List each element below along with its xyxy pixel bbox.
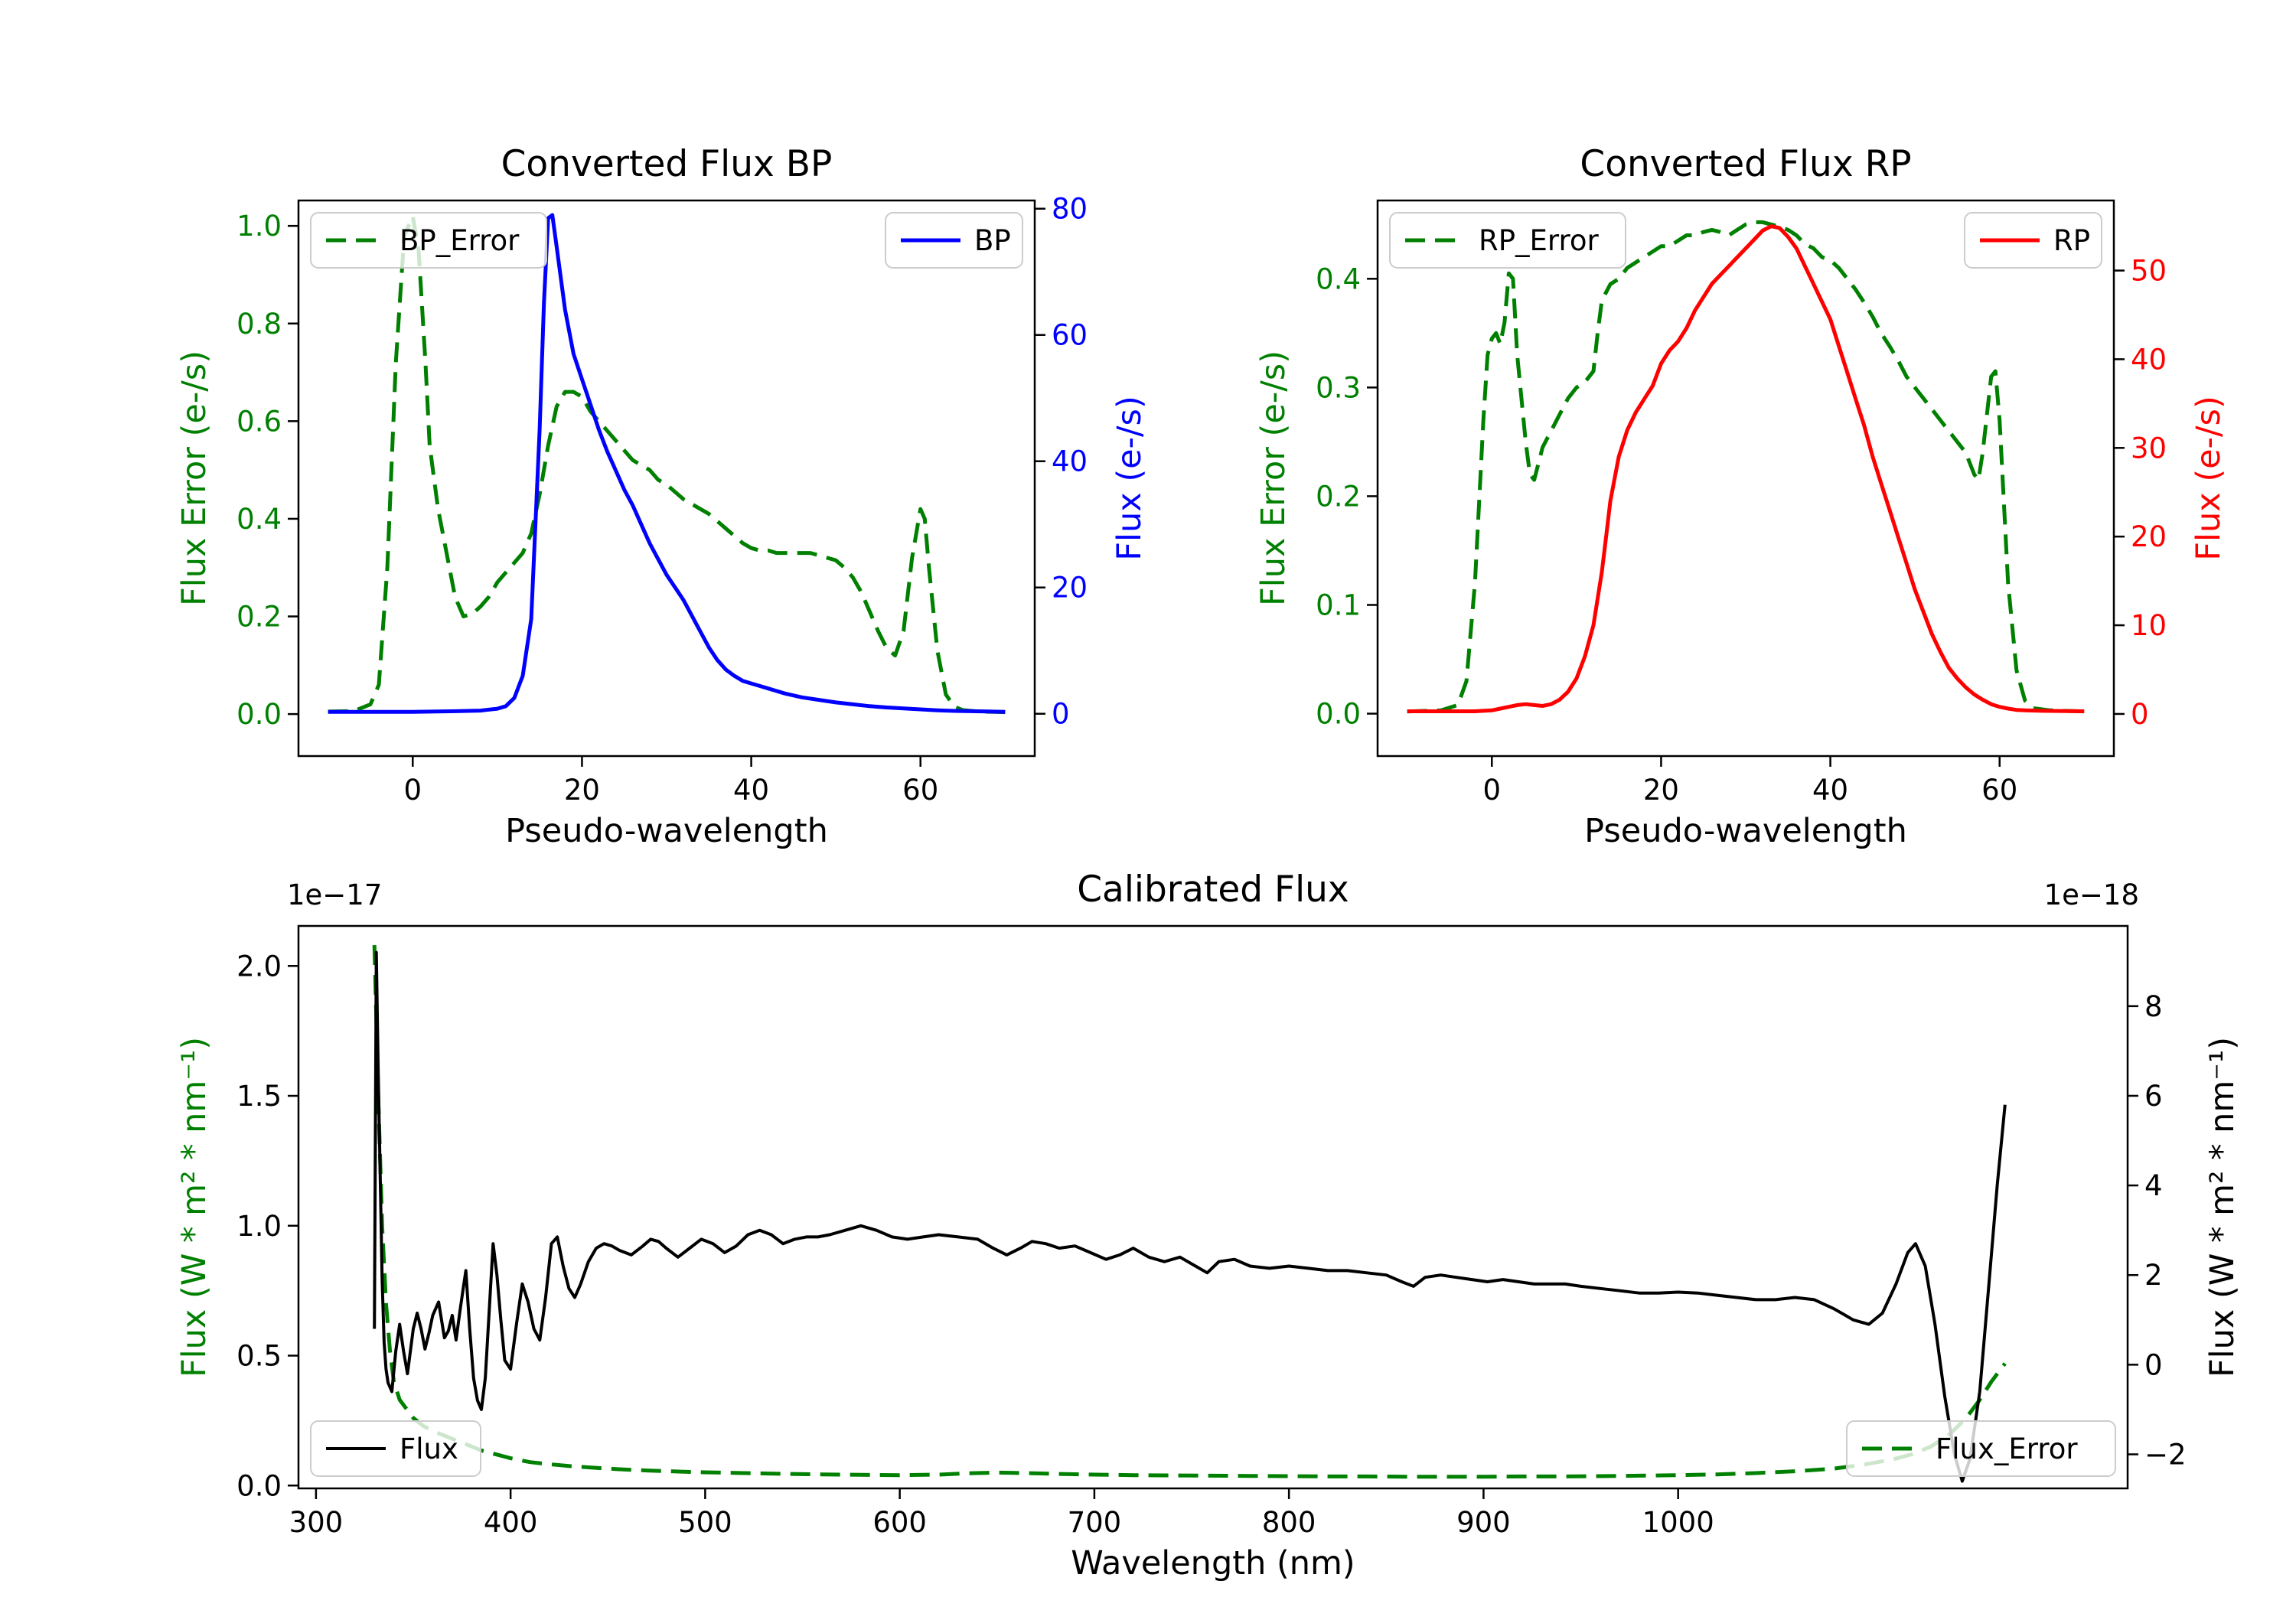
x-tick-label: 20 [564,774,600,807]
y-right-tick-label: 50 [2131,255,2167,288]
y-left-tick-label: 0.2 [1316,480,1361,513]
plot-area [328,213,1006,715]
chart-title: Converted Flux BP [501,143,833,185]
y-right-offset-text: 1e−18 [2044,878,2139,911]
legend-label: BP_Error [400,224,520,257]
x-tick-label: 40 [733,774,769,807]
y-left-tick-label: 1.5 [236,1080,282,1113]
y-left-tick-label: 0.6 [236,405,282,438]
legend-RP_Error: RP_Error [1389,212,1626,269]
y-right-tick-label: 20 [1052,572,1088,605]
y-left-tick-label: 1.0 [236,210,282,243]
axes-frame [297,199,1036,758]
y-right-tick-label: 60 [1052,319,1088,352]
axes-frame [1376,199,2115,758]
y-left-tick-label: 0.8 [236,308,282,341]
x-tick-label: 0 [404,774,422,807]
x-tick-label: 300 [289,1506,344,1539]
legend-BP: BP [885,212,1023,269]
y-right-tick-label: 10 [2131,609,2167,642]
x-tick-label: 500 [678,1506,732,1539]
y-axis-label-right: Flux (e-/s) [1110,396,1149,560]
x-tick-label: 60 [1981,774,2017,807]
y-left-offset-text: 1e−17 [287,878,382,911]
x-tick-label: 900 [1456,1506,1511,1539]
y-left-tick-label: 0.5 [236,1340,282,1373]
series-line-RP_Error [1407,220,2085,714]
y-left-tick-label: 0.4 [1316,262,1361,295]
legend-box [1846,1420,2116,1477]
chart-rp: 0 20 40 60 0.0 0.1 0.2 0.3 0.4 0 10 20 30 40 50 Pseudo-… [1254,143,2228,850]
y-axis-label-left: Flux Error (e-/s) [1254,350,1293,606]
y-right-tick-label: 80 [1052,193,1088,226]
x-tick-label: 60 [902,774,938,807]
y-right-tick-label: 0 [1052,698,1070,731]
chart-title: Calibrated Flux [1077,869,1349,911]
plot-area [372,945,2007,1483]
series-line-Flux [373,950,2007,1483]
y-right-tick-label: 2 [2144,1259,2163,1292]
legend-box [1389,212,1626,269]
y-left-tick-label: 0.3 [1316,371,1361,404]
y-right-tick-label: 0 [2144,1348,2163,1381]
x-axis-label: Pseudo-wavelength [505,812,828,850]
y-left-tick-label: 0.1 [1316,589,1361,622]
x-tick-label: 0 [1483,774,1502,807]
legend-label: RP [2053,224,2090,257]
y-left-tick-label: 0.4 [236,503,282,536]
y-axis-label-left: Flux Error (e-/s) [175,350,214,606]
legend-box [310,212,547,269]
legend-RP: RP [1964,212,2102,269]
axes-frame [297,924,2129,1490]
y-left-tick-label: 1.0 [236,1210,282,1243]
x-tick-label: 1000 [1642,1506,1714,1539]
legend-label: BP [974,224,1011,257]
legend-box [310,1420,481,1477]
series-line-BP [328,213,1006,714]
x-tick-label: 20 [1643,774,1679,807]
x-tick-label: 700 [1068,1506,1122,1539]
y-left-tick-label: 0.0 [236,1469,282,1502]
y-axis-label-left: Flux (W * m² * nm⁻¹) [175,1037,214,1377]
series-line-BP_Error [328,214,1006,715]
x-tick-label: 600 [872,1506,927,1539]
y-right-tick-label: 4 [2144,1169,2163,1202]
y-right-tick-label: 30 [2131,432,2167,464]
legend-BP_Error: BP_Error [310,212,547,269]
x-tick-label: 40 [1812,774,1848,807]
y-right-tick-label: 8 [2144,990,2163,1023]
legend-label: Flux [400,1433,458,1465]
chart-title: Converted Flux RP [1580,143,1911,185]
x-axis-label: Pseudo-wavelength [1584,812,1907,850]
legend-Flux_Error: Flux_Error [1846,1420,2116,1477]
y-right-tick-label: 40 [2131,343,2167,376]
y-left-tick-label: 0.0 [236,698,282,731]
series-line-RP [1407,224,2085,713]
y-right-tick-label: −2 [2144,1438,2187,1471]
x-tick-label: 800 [1262,1506,1316,1539]
plot-area [1407,220,2085,714]
chart-calibrated: 300 400 500 600 700 800 900 1000 0.0 0.5 1.0 1.5 2.0… [175,869,2242,1583]
legend-label: Flux_Error [1936,1433,2078,1465]
y-right-tick-label: 6 [2144,1080,2163,1113]
y-left-tick-label: 0.2 [236,601,282,634]
y-axis-label-right: Flux (W * m² * nm⁻¹) [2203,1037,2242,1377]
y-right-tick-label: 40 [1052,445,1088,478]
y-left-tick-label: 2.0 [236,950,282,983]
legend-label: RP_Error [1479,224,1599,257]
y-right-tick-label: 20 [2131,520,2167,553]
chart-bp: 0 20 40 60 0.0 0.2 0.4 0.6 0.8 1.0 0 20 40 60 80 Pseudo… [175,143,1149,850]
legend-Flux: Flux [310,1420,481,1477]
series-line-Flux_Error [372,945,2007,1479]
x-axis-label: Wavelength (nm) [1071,1544,1355,1583]
y-axis-label-right: Flux (e-/s) [2190,396,2228,560]
y-right-tick-label: 0 [2131,698,2149,731]
x-tick-label: 400 [484,1506,538,1539]
y-left-tick-label: 0.0 [1316,698,1361,731]
